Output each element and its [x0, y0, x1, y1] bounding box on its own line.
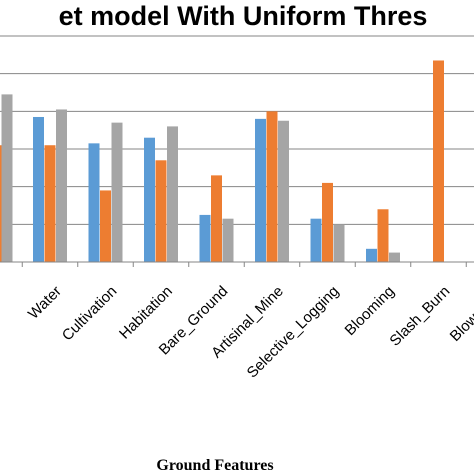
x-tick-label: Water: [25, 283, 65, 323]
bar: [167, 126, 178, 263]
x-tick-label: Slash_Burn: [386, 283, 453, 350]
bar: [1, 94, 13, 262]
bar: [366, 248, 377, 262]
bar: [56, 109, 67, 262]
bar: [333, 224, 345, 262]
bar: [100, 190, 111, 262]
bar: [88, 143, 100, 262]
x-tick-label: Habitation: [116, 283, 176, 343]
x-tick-label: Selective_Logging: [244, 283, 343, 382]
chart-title: et model With Uniform Thres: [59, 1, 428, 31]
x-tick-label: Blow_Dow: [447, 283, 474, 345]
x-axis-label: Ground Features: [156, 457, 273, 474]
gridlines: [0, 35, 474, 225]
bar: [33, 116, 44, 262]
bars: [0, 60, 444, 263]
bar: [433, 60, 444, 262]
x-tick-label: Blooming: [342, 283, 398, 339]
x-tick-labels: WaterCultivationHabitationBare_GroundArt…: [21, 262, 474, 382]
bar: [322, 182, 333, 262]
bar: [310, 218, 322, 262]
bar: [155, 160, 167, 262]
bar: [111, 122, 123, 262]
bar: [144, 137, 155, 262]
bar: [266, 111, 278, 262]
x-tick-label: Cultivation: [59, 283, 121, 345]
bar: [255, 118, 266, 262]
bar: [211, 175, 222, 262]
bar: [222, 218, 234, 262]
bar: [389, 252, 400, 262]
bar: [278, 120, 289, 262]
bar: [199, 214, 211, 262]
bar: [377, 209, 389, 262]
bar: [44, 145, 56, 262]
